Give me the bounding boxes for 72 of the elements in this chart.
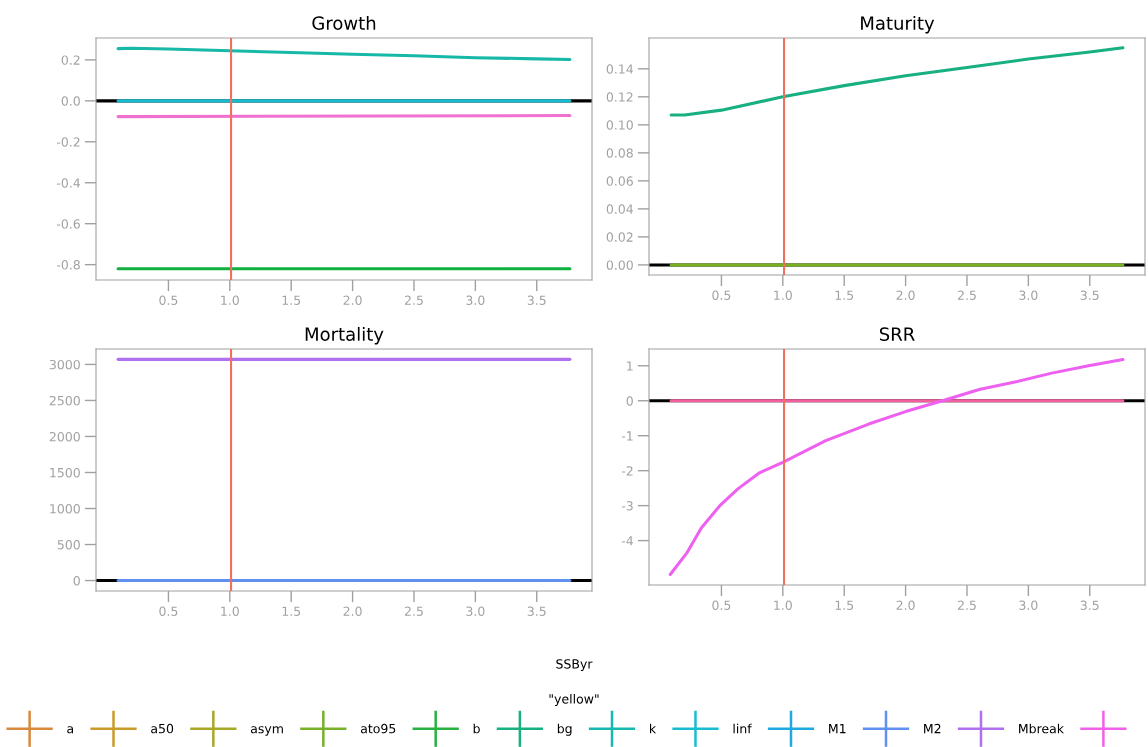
y-tick-label: 0.12 (606, 92, 633, 102)
x-tick-label: 2.5 (404, 606, 423, 616)
chart-title: Maturity (861, 15, 935, 34)
x-tick-label: 2.0 (343, 295, 362, 305)
y-tick-label: -1 (621, 431, 633, 441)
legend-label: M2 (924, 723, 941, 734)
y-tick-label: -0.2 (56, 137, 80, 147)
x-tick-label: 1.0 (221, 295, 239, 305)
x-tick-label: 2.5 (404, 295, 423, 305)
x-tick-label: 1.0 (774, 600, 792, 610)
y-tick-label: 0.14 (606, 64, 634, 74)
legend-title: "yellow" (549, 693, 599, 707)
x-tick-label: 2.0 (896, 290, 915, 300)
y-tick-label: 1000 (50, 503, 80, 514)
x-tick-label: 0.5 (712, 600, 731, 610)
legend-label: asym (250, 726, 283, 736)
x-tick-label: 1.5 (282, 606, 301, 616)
y-tick-label: 3000 (49, 359, 80, 370)
legend-label: bg (557, 723, 572, 736)
y-tick-label: 1500 (50, 467, 80, 478)
chart-title: Mortality (305, 326, 384, 345)
y-tick-label: 0 (626, 396, 633, 406)
y-tick-label: 0.04 (606, 204, 634, 214)
legend-label: ato95 (360, 723, 396, 734)
chart-title: Growth (312, 15, 376, 30)
y-tick-label: 0.2 (61, 55, 80, 65)
x-tick-label: 3.0 (1019, 600, 1038, 610)
y-tick-label: 0 (73, 576, 80, 586)
y-tick-label: 0.00 (606, 260, 633, 270)
x-tick-label: 2.5 (957, 600, 976, 610)
x-tick-label: 1.0 (774, 290, 792, 300)
text: SSByr (556, 659, 593, 672)
x-tick-label: 1.0 (221, 606, 239, 616)
x-tick-label: 3.5 (1080, 600, 1099, 610)
x-tick-label: 1.5 (835, 290, 854, 300)
y-tick-label: 0.0 (61, 96, 80, 106)
y-tick-label: -3 (621, 501, 633, 511)
y-tick-label: 0.08 (606, 148, 633, 158)
y-tick-label: -2 (621, 466, 633, 476)
x-tick-label: 3.5 (527, 295, 546, 305)
x-tick-label: 2.5 (957, 290, 976, 300)
y-tick-label: -4 (621, 536, 634, 546)
x-tick-label: 0.5 (159, 295, 178, 305)
y-tick-label: -0.8 (56, 260, 80, 270)
x-tick-label: 1.5 (835, 600, 854, 610)
x-tick-label: 3.0 (1019, 290, 1038, 300)
x-tick-label: 2.0 (343, 606, 362, 616)
legend-label: k (650, 723, 657, 734)
legend-label: a50 (151, 723, 174, 734)
y-tick-label: 500 (57, 540, 80, 550)
x-tick-label: 0.5 (712, 290, 731, 300)
x-tick-label: 3.5 (527, 606, 546, 616)
y-tick-label: 0.02 (606, 232, 633, 242)
x-tick-label: 3.0 (466, 606, 485, 616)
y-tick-label: 0.06 (606, 176, 633, 186)
y-tick-label: -0.4 (56, 178, 81, 188)
x-tick-label: 3.5 (1080, 290, 1099, 300)
legend-label: b (473, 723, 480, 734)
y-tick-label: 2500 (49, 395, 80, 406)
chart-title: SRR (879, 327, 915, 341)
x-tick-label: 0.5 (159, 606, 178, 616)
x-tick-label: 2.0 (896, 600, 915, 610)
y-tick-label: 0.10 (606, 120, 633, 130)
legend-label: linf (733, 723, 752, 734)
legend-label: Mbreak (1019, 723, 1064, 734)
x-tick-label: 1.5 (282, 295, 301, 305)
legend-label: M1 (829, 724, 846, 734)
legend-label: a (67, 726, 73, 734)
y-tick-label: -0.6 (56, 219, 80, 229)
y-tick-label: 1 (627, 361, 633, 371)
y-tick-label: 2000 (49, 431, 80, 442)
x-tick-label: 3.0 (466, 295, 485, 305)
